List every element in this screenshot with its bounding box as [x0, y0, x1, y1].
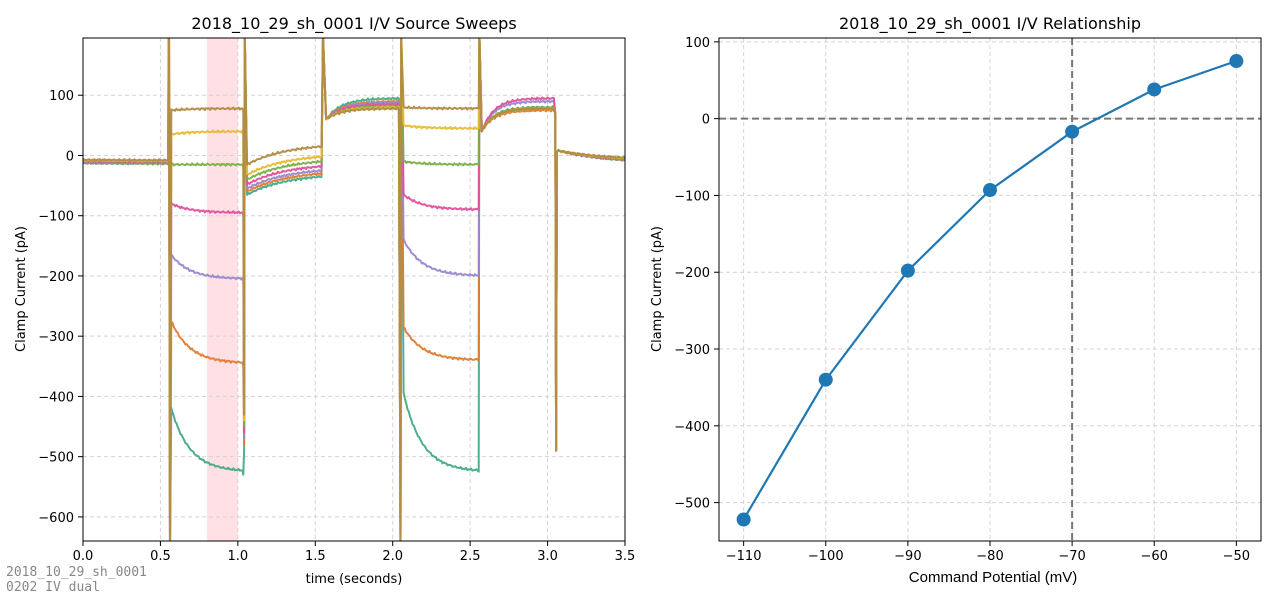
iv-x-axis-label: Command Potential (mV)	[909, 569, 1077, 586]
iv-x-tick-label: −90	[894, 549, 921, 564]
iv-x-tick-label: −50	[1223, 549, 1250, 564]
sweeps-x-tick-label: 3.0	[537, 549, 558, 564]
sweeps-highlight-region	[206, 38, 238, 541]
iv-data-point	[900, 263, 915, 278]
stamp-line-2: 0202 IV dual	[6, 580, 100, 595]
iv-x-tick-label: −110	[726, 549, 762, 564]
iv-y-tick-label: −500	[674, 497, 710, 512]
sweeps-x-tick-label: 2.5	[460, 549, 481, 564]
file-stamp: 2018_10_29_sh_0001 0202 IV dual	[6, 565, 147, 595]
iv-y-tick-label: −300	[674, 343, 710, 358]
iv-data-point	[818, 372, 833, 387]
iv-x-tick-label: −60	[1141, 549, 1168, 564]
sweeps-y-tick-label: 100	[49, 89, 74, 104]
sweeps-y-tick-label: 0	[66, 149, 74, 164]
sweeps-chart-title: 2018_10_29_sh_0001 I/V Source Sweeps	[191, 14, 516, 34]
sweeps-y-tick-label: −600	[38, 511, 74, 526]
iv-plot-area: −110 −100 −90 −80 −70 −60 −50 −500 −400 −300 −200 −…	[674, 36, 1262, 564]
iv-chart-title: 2018_10_29_sh_0001 I/V Relationship	[839, 14, 1141, 34]
sweeps-y-tick-label: −100	[38, 210, 74, 225]
sweeps-x-tick-label: 0.5	[150, 549, 171, 564]
iv-data-point	[736, 512, 751, 527]
sweeps-x-axis-label: time (seconds)	[306, 572, 403, 587]
iv-y-tick-label: −100	[674, 189, 710, 204]
sweep-trace-7	[83, 38, 625, 541]
sweeps-plot-area: 0.0 0.5 1.0 1.5 2.0 2.5 3.0 3.5 −600 −500 −400 −300…	[38, 37, 636, 564]
sweeps-chart: 2018_10_29_sh_0001 I/V Source Sweeps tim…	[14, 14, 636, 587]
iv-chart: 2018_10_29_sh_0001 I/V Relationship Comm…	[650, 14, 1262, 586]
sweeps-x-tick-label: 2.0	[382, 549, 403, 564]
iv-axes-frame	[718, 37, 1262, 542]
iv-y-tick-label: −400	[674, 420, 710, 435]
sweeps-plot-background	[83, 38, 625, 541]
iv-data-point	[983, 183, 997, 198]
iv-x-tick-label: −100	[808, 549, 844, 564]
iv-x-tick-label: −80	[976, 549, 1003, 564]
sweeps-x-tick-label: 1.5	[305, 549, 326, 564]
sweeps-y-tick-label: −300	[38, 330, 74, 345]
iv-plot-background	[719, 38, 1261, 541]
iv-x-tick-label: −70	[1058, 549, 1085, 564]
sweeps-traces	[83, 38, 625, 541]
iv-y-tick-label: −200	[674, 266, 710, 281]
iv-y-tick-label: 0	[702, 113, 710, 128]
iv-data-point	[1147, 82, 1162, 97]
sweeps-axes-frame	[82, 37, 626, 542]
iv-y-axis-label: Clamp Current (pA)	[650, 226, 665, 352]
iv-y-tick-label: 100	[685, 36, 710, 51]
iv-data-point	[1065, 124, 1080, 139]
sweeps-y-axis-label: Clamp Current (pA)	[14, 226, 29, 352]
sweeps-y-tick-label: −400	[38, 390, 74, 405]
sweeps-y-tick-label: −500	[38, 451, 74, 466]
sweeps-x-tick-label: 1.0	[228, 549, 249, 564]
sweep-trace-2	[83, 38, 625, 541]
sweeps-y-tick-label: −200	[38, 270, 74, 285]
iv-data-point	[1229, 54, 1244, 69]
sweeps-x-tick-label: 0.0	[73, 549, 94, 564]
stamp-line-1: 2018_10_29_sh_0001	[6, 565, 147, 580]
sweeps-x-tick-label: 3.5	[615, 549, 636, 564]
